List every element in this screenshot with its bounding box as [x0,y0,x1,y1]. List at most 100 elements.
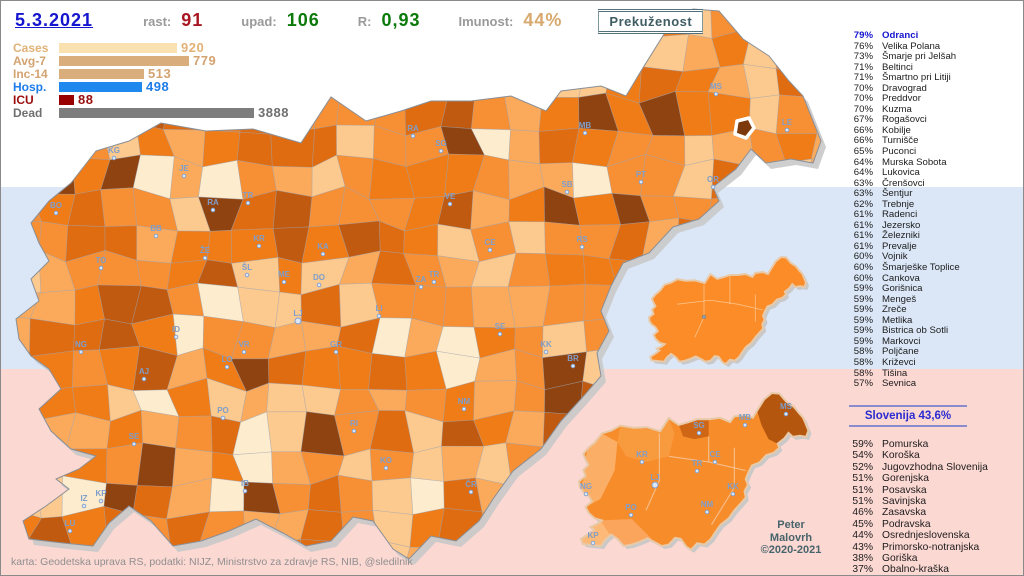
legend-bar-row: ICU 88 [13,92,313,107]
city-marker [320,251,326,257]
municipality-name: Poljčane [882,346,919,358]
municipality-name: Primorsko-notranjska [882,541,980,553]
list-item: 70% Dravograd [849,82,1021,95]
city-marker [153,233,159,239]
percent-value: 52% [852,461,873,473]
list-item: 63% Črenšovci [849,177,1021,190]
municipality-name: Rogašovci [882,114,927,126]
list-item: 61% Železniki [849,231,1021,242]
municipality-name: Prevalje [882,240,917,252]
regions-list: 59% Pomurska 54% Koroška 52% Jugovzhodna Slov… [849,439,1023,575]
percent-value: 59% [853,314,873,326]
bar-value: 88 [78,92,94,107]
municipality-code-label: MB [739,413,752,422]
municipality-code-label: KP [587,531,599,540]
municipality-code-label: IB [241,479,249,488]
municipality-code-label: MS [710,82,723,91]
list-item: 62% Trebnje [849,199,1021,211]
percent-value: 64% [853,156,873,168]
list-item: 59% Mengeš [849,293,1021,306]
city-marker [351,428,357,434]
municipality-name: Zreče [882,304,907,316]
percent-value: 70% [853,103,873,115]
municipality-name: Bistrica ob Sotli [882,325,949,337]
author-attribution: Peter Malovrh ©2020-2021 [745,519,837,557]
municipality-name: Cankova [882,272,920,284]
percent-value: 67% [853,114,873,126]
city-marker [704,509,710,515]
municipality-code-label: KO [380,456,392,465]
upad-value: 106 [286,10,320,30]
municipality-name: Velika Polana [882,40,941,52]
city-marker [376,313,382,319]
prekuzenost-mode-button[interactable]: Prekuženost [598,9,704,34]
percent-value: 63% [853,177,873,189]
percent-value: 76% [853,40,873,52]
percent-value: 70% [853,82,873,94]
municipality-code-label: KA [317,242,329,251]
municipality-code-label: KP [95,489,107,498]
odranci-highlight-cell[interactable] [733,116,756,140]
city-marker [583,491,589,497]
slovenia-total-box: Slovenija 43,6% [849,405,967,427]
city-marker [590,540,596,546]
city-marker [78,349,84,355]
list-item: 58% Tišina [849,367,1021,380]
municipality-code-label: LJ [293,309,302,318]
municipality-name: Šmarješke Toplice [882,262,960,274]
municipality-code-label: BO [50,201,62,210]
municipality-code-label: SE [495,322,506,331]
percent-value: 73% [853,51,873,63]
list-item: 44% Osrednjeslovenska [849,530,1023,541]
percent-value: 66% [853,135,873,147]
municipality-code-label: LO [221,355,232,364]
municipality-code-label: NM [458,397,471,406]
municipality-name: Šmartno pri Litiji [882,72,951,84]
list-item: 52% Jugovzhodna Slovenija [849,461,1023,473]
list-item: 59% Metlika [849,314,1021,327]
list-item: 51% Gorenjska [849,473,1023,484]
municipality-code-label: TR [429,270,440,279]
percent-value: 57% [853,378,873,390]
upad-label: upad: [241,14,277,29]
municipality-name: Jugovzhodna Slovenija [882,461,988,473]
list-item: 73% Šmarje pri Jelšah [849,52,1021,63]
municipality-code-label: SG [693,421,705,430]
list-item: 61% Prevalje [849,240,1021,253]
legend-bar-row: Cases 920 [13,40,313,55]
municipality-code-label: LU [65,519,76,528]
municipality-name: Beltinci [882,61,913,73]
city-marker [579,244,585,250]
list-item: 59% Gorišnica [849,284,1021,295]
city-marker [245,200,251,206]
list-item: 65% Puconci [849,146,1021,158]
r-value: 0,93 [381,10,421,30]
municipality-name: Gorišnica [882,283,923,295]
municipality-name: Posavska [882,484,927,496]
percent-value: 79% [853,30,873,41]
percent-value: 58% [853,367,873,379]
city-marker [244,272,250,278]
list-item: 60% Vojnik [849,252,1021,263]
percent-value: 65% [853,146,873,158]
municipality-code-label: SE [129,432,140,441]
city-marker [224,364,230,370]
list-item: 76% Velika Polana [849,40,1021,53]
municipality-code-label: NM [701,500,714,509]
list-item: 63% Šentjur [849,189,1021,200]
city-marker [742,422,748,428]
list-item: 70% Kuzma [849,103,1021,116]
municipality-code-label: KK [540,340,552,349]
municipality-name: Pomurska [882,439,929,450]
city-marker [111,155,117,161]
municipality-code-label: LE [782,118,793,127]
municipality-name: Mengeš [882,293,917,305]
list-item: 70% Preddvor [849,94,1021,105]
city-marker [181,173,187,179]
bar [59,107,254,118]
municipality-code-label: CE [709,450,721,459]
city-marker [173,334,179,340]
list-item: 79% Odranci [849,30,1021,42]
municipality-code-label: LI [375,304,382,313]
